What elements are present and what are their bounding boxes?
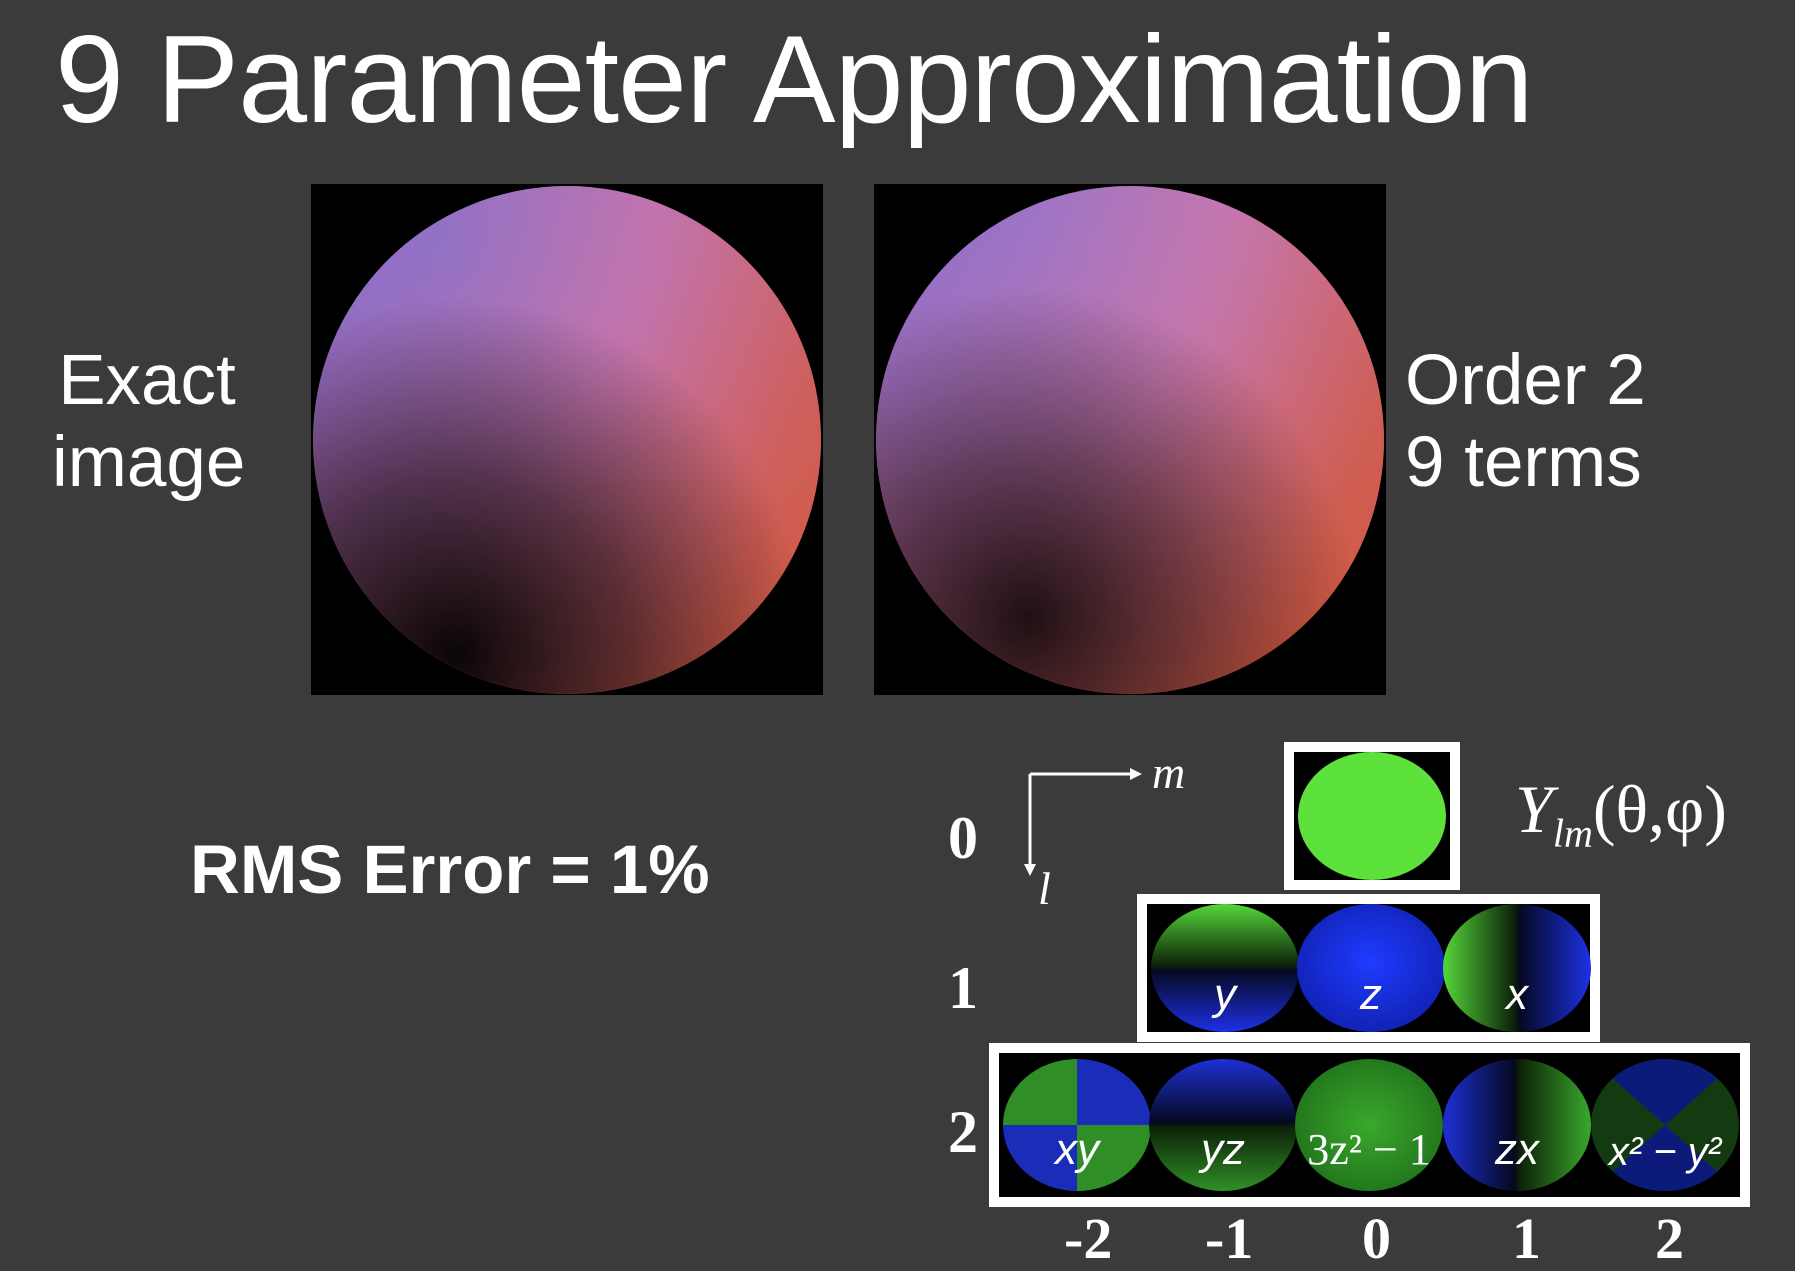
- order2-label-line1: Order 2: [1405, 341, 1646, 420]
- m-label-0: 0: [1362, 1206, 1391, 1271]
- harmonic-row-1-spheres: [1151, 904, 1591, 1032]
- harmonic-label-x2-y2: x² − y²: [1608, 1130, 1722, 1174]
- axis-l-label: l: [1038, 863, 1051, 914]
- order2-label-line2: 9 terms: [1405, 423, 1642, 502]
- m-label-1: 1: [1512, 1206, 1541, 1271]
- l-label-2: 2: [948, 1099, 978, 1165]
- harmonic-label-yz: yz: [1201, 1125, 1245, 1174]
- ylm-notation: Ylm(θ,φ): [1515, 770, 1727, 857]
- m-label-2: 2: [1655, 1206, 1684, 1271]
- order2-sphere-image: [874, 184, 1386, 695]
- l-label-0: 0: [948, 805, 978, 871]
- order2-label: Order 2 9 terms: [1405, 340, 1646, 504]
- harmonic-y22: x² − y²: [1591, 1059, 1739, 1187]
- arrow-axis-icon: [1024, 768, 1142, 876]
- harmonic-label-xy: xy: [1055, 1125, 1099, 1174]
- harmonic-row-1: y z x: [1137, 894, 1600, 1042]
- harmonic-row-2: xy yz 3z² − 1 zx x² − y²: [989, 1043, 1750, 1207]
- harmonic-label-y: y: [1214, 970, 1236, 1019]
- harmonic-y11: x: [1443, 904, 1591, 1032]
- l-label-1: 1: [948, 955, 978, 1021]
- axis-m-label: m: [1152, 747, 1186, 798]
- m-label-neg2: -2: [1064, 1206, 1113, 1271]
- harmonic-y10: z: [1297, 904, 1445, 1032]
- harmonic-row-0: [1284, 742, 1460, 890]
- harmonic-row-2-spheres: [1003, 1059, 1739, 1191]
- harmonic-y1m1: y: [1151, 904, 1299, 1032]
- rms-error-text: RMS Error = 1%: [190, 831, 710, 908]
- exact-label-line2: image: [52, 423, 246, 502]
- harmonic-label-x: x: [1506, 970, 1528, 1019]
- harmonic-label-z: z: [1360, 970, 1382, 1019]
- harmonic-label-zx: zx: [1495, 1125, 1539, 1174]
- harmonic-y2m2: xy: [1003, 1059, 1151, 1187]
- harmonic-y2m1: yz: [1149, 1059, 1297, 1187]
- ylm-symbol: Y: [1515, 771, 1553, 847]
- harmonic-label-3z2-1: 3z² − 1: [1307, 1125, 1431, 1174]
- harmonic-y00-sphere: [1298, 752, 1446, 880]
- harmonic-y20: 3z² − 1: [1295, 1059, 1443, 1187]
- m-label-neg1: -1: [1205, 1206, 1254, 1271]
- exact-image-label: Exact image: [52, 340, 246, 504]
- exact-sphere-image: [311, 184, 823, 695]
- slide-title: 9 Parameter Approximation: [55, 11, 1534, 149]
- exact-label-line1: Exact: [58, 341, 236, 420]
- ylm-subscript: lm: [1552, 810, 1593, 856]
- harmonic-y21: zx: [1443, 1059, 1591, 1187]
- ylm-args: (θ,φ): [1592, 771, 1727, 847]
